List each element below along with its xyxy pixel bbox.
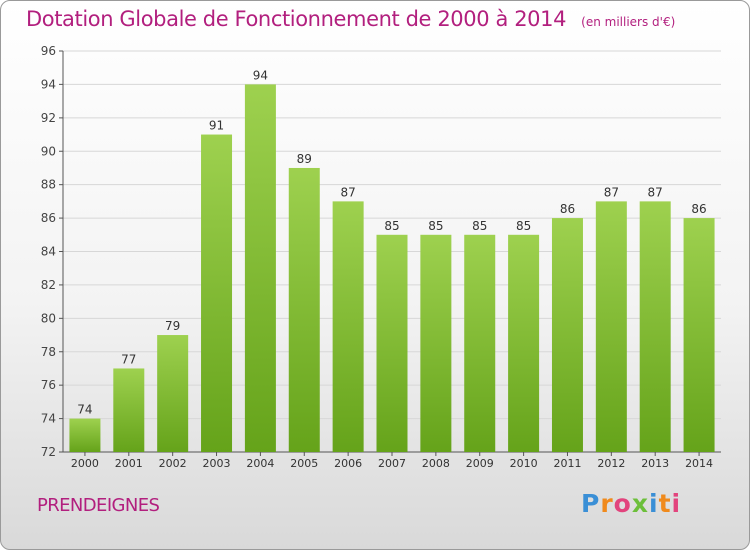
data-label: 85 xyxy=(384,219,399,233)
y-tick-label: 78 xyxy=(41,345,56,359)
tick-labels: 72 74 76 78 80 82 84 86 88 90 92 94 96 2000 2001 2002 20… xyxy=(41,44,713,470)
data-label: 91 xyxy=(209,119,224,133)
bar xyxy=(201,134,233,452)
data-labels: 74 77 79 91 94 89 87 85 85 85 85 86 87 87 86 xyxy=(77,68,706,416)
commune-name: PRENDEIGNES xyxy=(37,495,160,516)
bar xyxy=(639,201,671,452)
y-tick-label: 74 xyxy=(41,412,56,426)
chart-unit: (en milliers d'€) xyxy=(581,15,676,29)
proxiti-logo[interactable]: Proxiti xyxy=(581,489,681,518)
y-tick-label: 82 xyxy=(41,278,56,292)
bar xyxy=(376,234,408,452)
data-label: 87 xyxy=(340,185,355,199)
y-tick-label: 88 xyxy=(41,178,56,192)
x-tick-label: 2001 xyxy=(115,457,143,470)
x-tick-label: 2004 xyxy=(246,457,274,470)
bar xyxy=(113,368,145,452)
logo-letter: t xyxy=(658,489,672,518)
x-tick-label: 2014 xyxy=(685,457,713,470)
bar xyxy=(508,234,540,452)
x-tick-label: 2005 xyxy=(290,457,318,470)
logo-letter: r xyxy=(600,489,614,518)
x-tick-label: 2012 xyxy=(597,457,625,470)
x-tick-label: 2002 xyxy=(159,457,187,470)
y-tick-label: 84 xyxy=(41,245,56,259)
bar xyxy=(464,234,496,452)
bar xyxy=(69,418,101,452)
y-tick-label: 94 xyxy=(41,77,56,91)
bars xyxy=(69,84,715,453)
data-label: 89 xyxy=(297,152,312,166)
y-tick-label: 72 xyxy=(41,445,56,459)
data-label: 85 xyxy=(472,219,487,233)
y-tick-label: 80 xyxy=(41,311,56,325)
data-label: 85 xyxy=(428,219,443,233)
chart-title-row: Dotation Globale de Fonctionnement de 20… xyxy=(26,7,675,31)
logo-letter: i xyxy=(649,489,659,518)
logo-letter: x xyxy=(631,489,649,518)
x-tick-label: 2007 xyxy=(378,457,406,470)
x-tick-label: 2008 xyxy=(422,457,450,470)
bar xyxy=(288,167,320,453)
x-tick-label: 2010 xyxy=(510,457,538,470)
x-tick-label: 2011 xyxy=(553,457,581,470)
data-label: 86 xyxy=(691,202,706,216)
bar xyxy=(420,234,452,452)
y-tick-label: 96 xyxy=(41,44,56,58)
data-label: 94 xyxy=(253,68,268,82)
bar xyxy=(244,84,276,453)
bar xyxy=(332,201,364,452)
data-label: 85 xyxy=(516,219,531,233)
data-label: 87 xyxy=(648,185,663,199)
y-tick-label: 90 xyxy=(41,144,56,158)
logo-letter: P xyxy=(581,489,601,518)
bar xyxy=(595,201,627,452)
x-tick-label: 2003 xyxy=(203,457,231,470)
logo-letter: o xyxy=(613,489,632,518)
data-label: 86 xyxy=(560,202,575,216)
data-label: 79 xyxy=(165,319,180,333)
bar xyxy=(683,218,715,452)
x-tick-label: 2009 xyxy=(466,457,494,470)
chart-title: Dotation Globale de Fonctionnement de 20… xyxy=(26,7,567,31)
bar xyxy=(551,218,583,452)
data-label: 74 xyxy=(77,403,92,417)
data-label: 77 xyxy=(121,352,136,366)
y-tick-label: 92 xyxy=(41,111,56,125)
bar xyxy=(157,335,189,452)
y-tick-label: 86 xyxy=(41,211,56,225)
logo-letter: i xyxy=(671,489,682,518)
x-tick-label: 2000 xyxy=(71,457,99,470)
y-tick-label: 76 xyxy=(41,378,56,392)
x-tick-label: 2013 xyxy=(641,457,669,470)
data-label: 87 xyxy=(604,185,619,199)
x-tick-label: 2006 xyxy=(334,457,362,470)
